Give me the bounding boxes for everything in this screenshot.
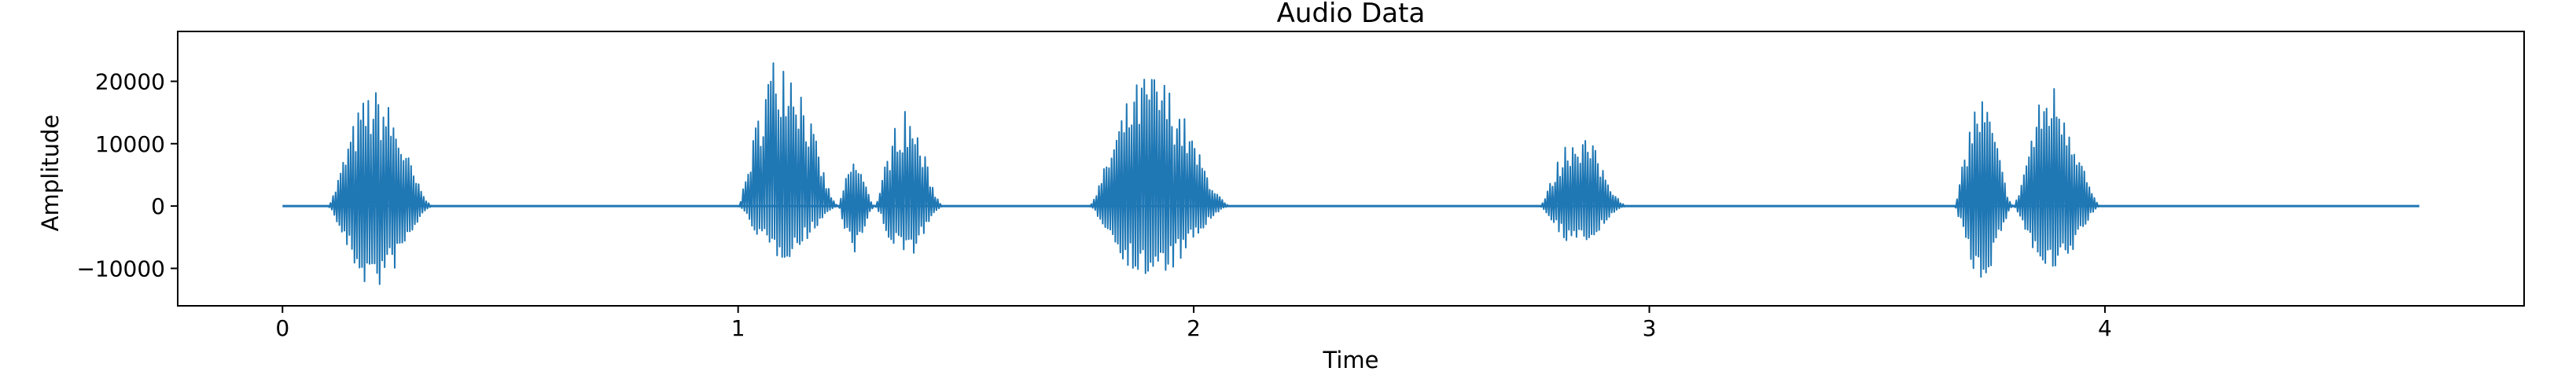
y-tick-label: 20000 xyxy=(95,68,165,94)
waveform-burst-6 xyxy=(1539,140,1627,241)
x-tick-label: 0 xyxy=(275,315,289,341)
x-tick-label: 1 xyxy=(731,315,745,341)
waveform-burst-4 xyxy=(874,111,944,254)
waveform-burst-3 xyxy=(837,164,875,253)
waveform-burst-8 xyxy=(2013,88,2101,267)
x-axis-label: Time xyxy=(1323,347,1379,373)
plot-frame xyxy=(177,31,2525,307)
waveform-layer xyxy=(282,62,2420,285)
y-tick-label: −10000 xyxy=(76,256,165,281)
waveform-burst-7 xyxy=(1953,101,2015,278)
x-tick-label: 2 xyxy=(1187,315,1201,341)
x-tick-label: 3 xyxy=(1643,315,1657,341)
waveform-burst-1 xyxy=(327,92,433,285)
waveform-burst-2 xyxy=(738,62,839,258)
chart-title: Audio Data xyxy=(1277,0,1426,29)
axis-ticks: 0 1 2 3 4 −10000 0 10000 20000 xyxy=(76,68,2111,341)
waveform-burst-5 xyxy=(1088,79,1231,274)
y-tick-label: 10000 xyxy=(95,131,165,157)
y-tick-label: 0 xyxy=(151,193,165,219)
x-tick-label: 4 xyxy=(2098,315,2112,341)
y-axis-label: Amplitude xyxy=(37,115,64,232)
